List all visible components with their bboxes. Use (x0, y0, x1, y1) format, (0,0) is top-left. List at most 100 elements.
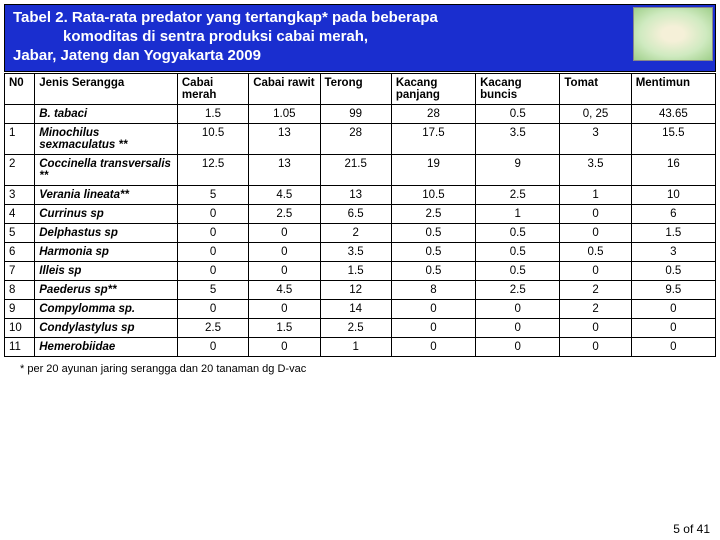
cell-value: 12.5 (177, 155, 248, 186)
cell-value: 0 (631, 300, 715, 319)
table-row: 9Compylomma sp.00140020 (5, 300, 716, 319)
cell-value: 1.05 (249, 105, 320, 124)
cell-no: 10 (5, 319, 35, 338)
col-kacang-buncis: Kacang buncis (476, 74, 560, 105)
cell-no: 1 (5, 124, 35, 155)
cell-value: 8 (391, 281, 475, 300)
cell-value: 1 (560, 186, 631, 205)
cell-value: 0 (177, 262, 248, 281)
cell-value: 3.5 (560, 155, 631, 186)
table-row: 10Condylastylus sp2.51.52.50000 (5, 319, 716, 338)
cell-value: 13 (249, 124, 320, 155)
table-row: 6Harmonia sp003.50.50.50.53 (5, 243, 716, 262)
cell-value: 3 (631, 243, 715, 262)
cell-no: 3 (5, 186, 35, 205)
cell-value: 0 (476, 338, 560, 357)
title-line-3: Jabar, Jateng dan Yogyakarta 2009 (13, 47, 261, 64)
slide-page: Tabel 2. Rata-rata predator yang tertang… (0, 0, 720, 540)
cell-value: 14 (320, 300, 391, 319)
cell-value: 4.5 (249, 281, 320, 300)
cell-value: 21.5 (320, 155, 391, 186)
col-terong: Terong (320, 74, 391, 105)
cell-value: 28 (320, 124, 391, 155)
cell-species: Harmonia sp (35, 243, 178, 262)
cell-value: 0 (177, 205, 248, 224)
cell-value: 3 (560, 124, 631, 155)
cell-no: 9 (5, 300, 35, 319)
cell-no: 5 (5, 224, 35, 243)
cell-value: 13 (320, 186, 391, 205)
cell-value: 0 (249, 300, 320, 319)
cell-species: Currinus sp (35, 205, 178, 224)
cell-value: 0.5 (476, 262, 560, 281)
cell-value: 10 (631, 186, 715, 205)
page-number: 5 of 41 (673, 522, 710, 536)
cell-value: 13 (249, 155, 320, 186)
cell-value: 9 (476, 155, 560, 186)
cell-value: 1.5 (249, 319, 320, 338)
cell-species: Condylastylus sp (35, 319, 178, 338)
cell-value: 17.5 (391, 124, 475, 155)
cell-no: 11 (5, 338, 35, 357)
cell-value: 99 (320, 105, 391, 124)
cell-species: Paederus sp** (35, 281, 178, 300)
cell-no: 2 (5, 155, 35, 186)
cell-no: 4 (5, 205, 35, 224)
cell-value: 1.5 (177, 105, 248, 124)
cell-value: 0.5 (476, 105, 560, 124)
cell-value: 2.5 (177, 319, 248, 338)
cell-no: 6 (5, 243, 35, 262)
cell-value: 0 (476, 300, 560, 319)
title-line-1: Tabel 2. Rata-rata predator yang tertang… (13, 9, 438, 26)
cell-value: 0.5 (476, 224, 560, 243)
cell-value: 0 (560, 338, 631, 357)
cell-species: Minochilus sexmaculatus ** (35, 124, 178, 155)
cell-no (5, 105, 35, 124)
table-row: 1Minochilus sexmaculatus **10.5132817.53… (5, 124, 716, 155)
cell-value: 16 (631, 155, 715, 186)
col-cabai-merah: Cabai merah (177, 74, 248, 105)
cell-value: 6 (631, 205, 715, 224)
cell-species: Delphastus sp (35, 224, 178, 243)
cell-value: 2.5 (391, 205, 475, 224)
cell-value: 0 (249, 262, 320, 281)
cell-value: 2.5 (320, 319, 391, 338)
insect-image (633, 7, 713, 61)
cell-value: 5 (177, 186, 248, 205)
cell-value: 0 (631, 338, 715, 357)
table-row: 11Hemerobiidae0010000 (5, 338, 716, 357)
cell-value: 0 (476, 319, 560, 338)
cell-value: 0, 25 (560, 105, 631, 124)
cell-value: 0.5 (391, 243, 475, 262)
cell-value: 0 (560, 319, 631, 338)
cell-value: 2 (320, 224, 391, 243)
cell-value: 0 (391, 300, 475, 319)
cell-value: 0.5 (560, 243, 631, 262)
cell-species: Hemerobiidae (35, 338, 178, 357)
cell-value: 2 (560, 281, 631, 300)
cell-value: 0 (249, 243, 320, 262)
table-body: B. tabaci1.51.0599280.50, 2543.651Minoch… (5, 105, 716, 357)
cell-value: 0 (391, 319, 475, 338)
table-row: 8Paederus sp**54.51282.529.5 (5, 281, 716, 300)
col-species: Jenis Serangga (35, 74, 178, 105)
col-kacang-panjang: Kacang panjang (391, 74, 475, 105)
cell-value: 1.5 (631, 224, 715, 243)
cell-value: 0 (177, 338, 248, 357)
cell-value: 2 (560, 300, 631, 319)
cell-value: 0 (560, 205, 631, 224)
cell-value: 15.5 (631, 124, 715, 155)
cell-no: 8 (5, 281, 35, 300)
cell-value: 19 (391, 155, 475, 186)
cell-value: 5 (177, 281, 248, 300)
cell-species: Coccinella transversalis ** (35, 155, 178, 186)
title-banner: Tabel 2. Rata-rata predator yang tertang… (4, 4, 716, 72)
cell-value: 9.5 (631, 281, 715, 300)
cell-value: 0.5 (631, 262, 715, 281)
cell-value: 0.5 (476, 243, 560, 262)
cell-value: 0 (177, 243, 248, 262)
cell-value: 0 (560, 224, 631, 243)
col-mentimun: Mentimun (631, 74, 715, 105)
cell-value: 0.5 (391, 262, 475, 281)
cell-species: B. tabaci (35, 105, 178, 124)
